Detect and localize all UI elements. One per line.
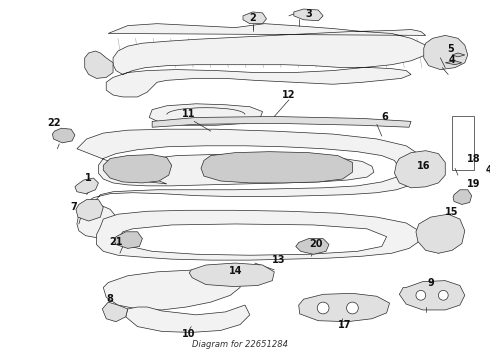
Ellipse shape (416, 291, 426, 300)
Polygon shape (416, 214, 465, 253)
Text: 22: 22 (48, 118, 61, 128)
Polygon shape (189, 263, 274, 287)
Polygon shape (201, 152, 352, 183)
Polygon shape (243, 12, 267, 24)
Polygon shape (424, 35, 468, 69)
Text: 10: 10 (181, 329, 195, 339)
Text: 15: 15 (445, 207, 459, 217)
Text: 9: 9 (427, 278, 434, 288)
Ellipse shape (439, 291, 448, 300)
Text: 18: 18 (467, 153, 480, 163)
Polygon shape (75, 178, 98, 194)
Text: 1: 1 (85, 173, 92, 183)
Polygon shape (299, 293, 390, 322)
Text: 2: 2 (249, 13, 256, 23)
Polygon shape (452, 53, 465, 57)
Text: 16: 16 (417, 161, 431, 171)
Polygon shape (85, 51, 113, 78)
Polygon shape (52, 128, 75, 143)
Text: 12: 12 (282, 90, 295, 100)
Polygon shape (149, 104, 263, 125)
Text: 7: 7 (71, 202, 77, 212)
Text: 6: 6 (381, 112, 388, 122)
Text: 3: 3 (305, 9, 312, 19)
Polygon shape (102, 302, 128, 322)
Polygon shape (77, 129, 426, 238)
Text: 21: 21 (109, 237, 122, 247)
Text: 17: 17 (338, 320, 351, 330)
Polygon shape (294, 9, 323, 21)
Polygon shape (76, 199, 103, 221)
Text: 4: 4 (449, 55, 456, 65)
Text: 14: 14 (228, 266, 242, 276)
Polygon shape (126, 305, 250, 332)
Text: 20: 20 (310, 239, 323, 249)
Polygon shape (114, 232, 143, 248)
Polygon shape (394, 151, 445, 188)
Ellipse shape (346, 302, 358, 314)
Ellipse shape (317, 302, 329, 314)
Polygon shape (445, 61, 462, 65)
Bar (452, 117, 474, 170)
Polygon shape (106, 24, 426, 97)
Polygon shape (97, 210, 419, 260)
Polygon shape (103, 270, 240, 310)
Polygon shape (296, 239, 329, 254)
Polygon shape (453, 190, 472, 204)
Polygon shape (152, 117, 411, 127)
Text: Diagram for 22651284: Diagram for 22651284 (192, 339, 288, 348)
Text: 13: 13 (272, 255, 286, 265)
Polygon shape (118, 224, 387, 255)
Polygon shape (103, 154, 172, 183)
Polygon shape (399, 281, 465, 310)
Text: 19: 19 (467, 179, 480, 189)
Text: 5: 5 (447, 44, 454, 54)
Text: 11: 11 (181, 109, 195, 118)
Text: 8: 8 (107, 294, 114, 304)
Text: 4: 4 (486, 165, 490, 175)
